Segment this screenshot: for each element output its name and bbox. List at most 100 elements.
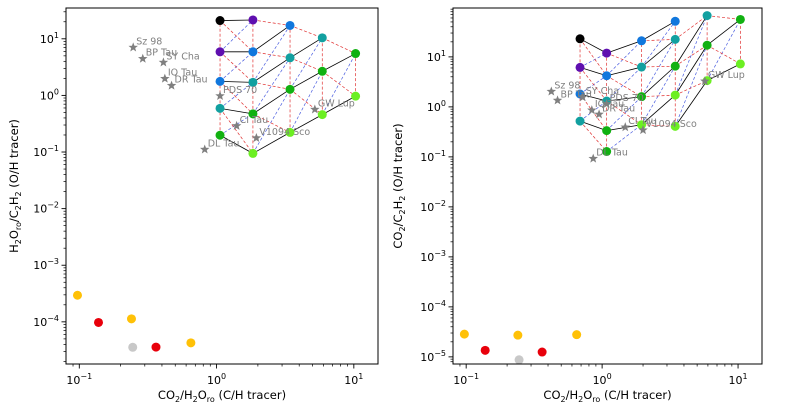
model-point — [602, 71, 612, 81]
disk-star-marker — [587, 105, 597, 115]
disk-star-marker — [638, 125, 648, 135]
grid-line-blue — [606, 40, 642, 76]
grid-line-blue — [606, 124, 642, 152]
extra-point — [513, 330, 523, 340]
disk-star-marker — [577, 92, 588, 102]
grid-line-solid — [220, 80, 253, 83]
model-grid — [579, 15, 741, 152]
y-tick-label: 10−3 — [420, 249, 446, 264]
grid-line-red — [252, 82, 291, 90]
extra-point — [572, 330, 582, 340]
model-point — [602, 147, 612, 157]
disk-label: SY Cha — [586, 86, 619, 97]
grid-line-solid — [641, 65, 676, 97]
grid-line-solid — [606, 96, 642, 102]
model-point — [317, 66, 327, 76]
extra-point — [459, 329, 469, 339]
model-point — [248, 47, 258, 57]
disk-label: GW Lup — [708, 70, 745, 81]
other-points — [72, 290, 196, 352]
grid-line-red — [706, 44, 741, 65]
disk-label: PDS 70 — [610, 93, 644, 104]
grid-line-solid — [706, 19, 741, 46]
grid-line-solid — [674, 45, 708, 96]
grid-line-red — [707, 15, 741, 20]
x-axis-label: CO2/H2Oro (C/H tracer) — [158, 388, 286, 404]
y-tick-label: 100 — [427, 99, 446, 114]
y-tick-label: 10−1 — [33, 144, 59, 159]
disk-label: SY Cha — [166, 51, 199, 62]
grid-line-red — [219, 108, 254, 154]
grid-line-red — [606, 75, 642, 97]
x-tick-label: 10−1 — [66, 372, 92, 387]
disk-label: V1094 Sco — [646, 119, 697, 130]
disk-label: Sz 98 — [554, 81, 580, 92]
x-tick-label: 101 — [729, 372, 748, 387]
grid-line-solid — [322, 95, 356, 115]
y-tick-label: 10−3 — [33, 257, 59, 272]
extra-point — [186, 338, 196, 348]
disk-star-marker — [700, 76, 710, 86]
extra-point — [94, 317, 104, 327]
disk-label: CI Tau — [240, 115, 269, 126]
model-point — [735, 14, 745, 24]
model-point — [248, 15, 258, 25]
model-point — [351, 49, 361, 59]
y-tick-label: 100 — [40, 87, 59, 102]
y-tick-label: 10−5 — [420, 349, 446, 364]
grid-line-blue — [641, 65, 676, 125]
extra-point — [128, 342, 138, 352]
grid-line-solid — [219, 107, 253, 115]
grid-line-red — [252, 113, 291, 133]
model-point — [575, 34, 585, 44]
model-point — [248, 109, 258, 119]
model-point — [285, 127, 295, 137]
grid-line-blue — [252, 25, 291, 83]
disk-label: IQ Tau — [595, 99, 624, 110]
plot-frame — [452, 7, 763, 365]
grid-line-solid — [579, 93, 607, 102]
disk-label: DR Tau — [602, 103, 635, 114]
model-point — [285, 20, 295, 30]
model-point — [735, 59, 745, 69]
grid-line-red — [641, 39, 676, 42]
grid-line-solid — [219, 134, 254, 154]
grid-line-solid — [252, 25, 291, 53]
model-point — [602, 126, 612, 136]
grid-line-solid — [579, 120, 607, 132]
grid-line-blue — [674, 15, 708, 96]
model-grid — [219, 19, 356, 154]
x-tick-label: 100 — [207, 372, 226, 387]
y-tick-label: 10−2 — [420, 199, 446, 214]
disk-star-marker — [231, 120, 242, 130]
grid-line-solid — [606, 66, 642, 77]
model-point — [602, 48, 612, 58]
grid-line-red — [252, 51, 291, 59]
grid-line-blue — [219, 82, 254, 109]
grid-line-red — [641, 124, 676, 127]
disk-star-marker — [215, 90, 225, 100]
disk-label: DL Tau — [596, 148, 628, 159]
grid-line-red — [219, 51, 254, 83]
model-point — [215, 103, 225, 113]
disk-label: PDS 70 — [223, 85, 257, 96]
grid-line-solid — [252, 132, 291, 154]
grid-line-red — [606, 100, 642, 125]
grid-line-red — [675, 15, 708, 40]
extra-point — [151, 342, 161, 352]
disk-star-marker — [166, 80, 177, 90]
grid-line-solid — [641, 20, 676, 42]
grid-line-solid — [322, 53, 356, 72]
grid-line-solid — [706, 63, 741, 81]
grid-line-blue — [706, 19, 741, 81]
disk-label: BP Tau — [146, 48, 177, 59]
model-point — [215, 16, 225, 26]
model-point — [248, 77, 258, 87]
model-point — [215, 47, 225, 57]
grid-line-solid — [641, 39, 676, 68]
x-tick-label: 101 — [344, 372, 363, 387]
grid-line-solid — [220, 19, 253, 21]
model-point — [351, 91, 361, 101]
